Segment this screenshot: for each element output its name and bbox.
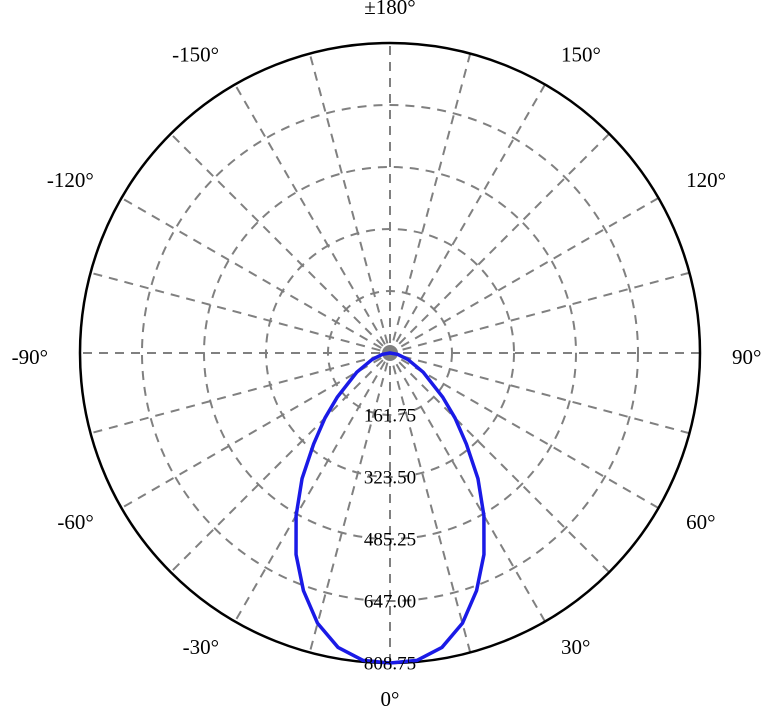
radial-tick-label: 323.50 xyxy=(364,467,416,488)
angle-tick-label: 60° xyxy=(686,510,715,534)
radial-tick-label: 161.75 xyxy=(364,405,416,426)
angle-tick-label: -120° xyxy=(47,168,94,192)
radial-tick-label: 485.25 xyxy=(364,529,416,550)
angle-tick-label: 30° xyxy=(561,635,590,659)
angle-tick-label: ±180° xyxy=(364,0,415,19)
radial-tick-label: 808.75 xyxy=(364,653,416,674)
angle-tick-label: -150° xyxy=(172,43,219,67)
angle-tick-label: 120° xyxy=(686,168,726,192)
polar-chart: 161.75 323.50 485.25 647.00 808.75 0° 30° 60° 90… xyxy=(0,0,781,706)
angle-tick-label: 90° xyxy=(732,345,761,369)
angle-tick-label: 0° xyxy=(381,687,400,706)
angle-tick-label: -90° xyxy=(12,345,48,369)
angle-tick-label: -30° xyxy=(183,635,219,659)
radial-tick-label: 647.00 xyxy=(364,591,416,612)
angle-tick-label: -60° xyxy=(57,510,93,534)
angle-tick-label: 150° xyxy=(561,43,601,67)
